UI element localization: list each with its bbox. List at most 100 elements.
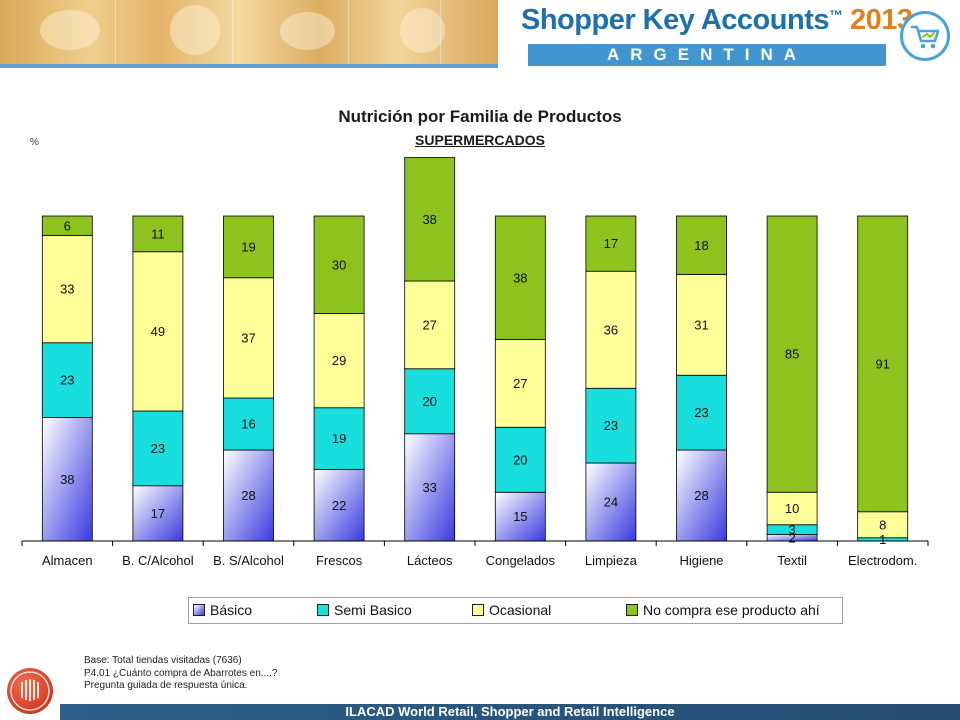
note-question: P4.01 ¿Cuánto compra de Abarrotes en....… — [84, 667, 278, 679]
data-label: 18 — [694, 238, 708, 253]
bar-segment — [41, 342, 93, 418]
bar-segment — [404, 433, 456, 542]
bar-segment — [494, 426, 546, 493]
bar-segment — [857, 215, 909, 513]
country-banner: ARGENTINA — [528, 44, 886, 66]
bar-segment — [313, 313, 365, 409]
bar-segment — [132, 215, 184, 253]
bar-segment — [313, 469, 365, 542]
bar-segment — [676, 274, 727, 376]
data-label: 28 — [241, 488, 255, 503]
bar-segment — [223, 277, 274, 399]
data-label: 11 — [151, 226, 165, 241]
ilacad-seal-icon — [7, 668, 53, 714]
data-label: 19 — [332, 431, 346, 446]
footnotes: Base: Total tiendas visitadas (7636) P4.… — [84, 655, 277, 693]
category-label: Almacen — [42, 553, 93, 568]
legend-swatch-no-compra — [626, 604, 638, 617]
legend-label-ocasional: Ocasional — [489, 602, 552, 618]
data-label: 17 — [604, 236, 618, 251]
bar-segment — [404, 157, 456, 282]
category-label: B. S/Alcohol — [213, 553, 284, 568]
data-label: 38 — [60, 472, 74, 487]
bar-segment — [585, 270, 637, 389]
data-label: 27 — [422, 317, 436, 332]
data-label: 38 — [513, 270, 527, 285]
category-label: B. C/Alcohol — [122, 553, 194, 568]
data-label: 2 — [788, 530, 795, 545]
bar-segment — [41, 215, 93, 236]
chart-title: Nutrición por Familia de Productos — [338, 107, 622, 126]
footer-bar: ILACAD World Retail, Shopper and Retail … — [60, 704, 960, 720]
data-label: 6 — [64, 218, 71, 233]
data-label: 28 — [694, 488, 708, 503]
data-label: 85 — [785, 347, 799, 362]
unit-label: % — [30, 137, 39, 148]
bar-segment — [313, 407, 365, 470]
chart-subtitle: SUPERMERCADOS — [415, 132, 545, 148]
bar-segment — [223, 397, 274, 451]
data-label: 49 — [151, 324, 165, 339]
x-ticks-layer — [21, 541, 929, 546]
bar-segment — [676, 215, 727, 275]
data-label: 15 — [513, 509, 527, 524]
data-label: 16 — [241, 417, 255, 432]
category-label: Higiene — [679, 553, 723, 568]
data-label: 23 — [151, 441, 165, 456]
legend-swatch-semi-basico — [317, 604, 329, 617]
bar-segment — [41, 235, 93, 344]
legend-item-semi-basico: Semi Basico — [317, 602, 412, 618]
legend-swatch-ocasional — [472, 604, 484, 617]
bar-segment — [132, 251, 184, 412]
shopping-cart-logo-icon — [900, 11, 950, 61]
bar-segment — [766, 215, 818, 493]
data-label: 23 — [694, 405, 708, 420]
bar-segment — [766, 491, 818, 526]
data-label: 38 — [422, 212, 436, 227]
data-label: 19 — [241, 239, 255, 254]
data-label: 30 — [332, 257, 346, 272]
legend-item-no-compra: No compra ese producto ahí — [626, 602, 820, 618]
legend-item-ocasional: Ocasional — [472, 602, 551, 618]
bar-segment — [313, 215, 365, 314]
data-label: 31 — [694, 317, 708, 332]
bars-layer — [41, 157, 909, 542]
bar-segment — [132, 485, 184, 542]
footer-text: ILACAD World Retail, Shopper and Retail … — [345, 704, 675, 719]
chart-legend: Básico Semi Basico Ocasional No compra e… — [188, 597, 843, 624]
bar-segment — [494, 491, 546, 542]
category-label: Lácteos — [407, 553, 453, 568]
legend-label-basico: Básico — [210, 602, 253, 618]
brand-main: Shopper Key Accounts — [521, 4, 829, 36]
category-labels-layer: 38 23 33 6 Almacen 17 23 49 11 B. C/Alcohol 28 16 37… — [42, 212, 917, 568]
data-label: 17 — [151, 506, 165, 521]
data-label: 20 — [513, 452, 527, 467]
bar-segment — [223, 449, 274, 542]
data-label: 23 — [604, 418, 618, 433]
header-photo-banner — [0, 0, 498, 68]
brand-tm: ™ — [828, 7, 843, 23]
bar-segment — [494, 339, 546, 428]
bar-segment — [223, 215, 274, 279]
category-label: Limpieza — [585, 553, 638, 568]
header-rule — [0, 64, 498, 68]
bar-segment — [494, 215, 546, 340]
bar-segment — [132, 410, 184, 487]
bar-segment — [404, 368, 456, 435]
note-base: Base: Total tiendas visitadas (7636) — [84, 655, 242, 666]
data-label: 20 — [422, 394, 436, 409]
data-label: 33 — [60, 282, 74, 297]
data-label: 10 — [785, 501, 799, 516]
brand-title: Shopper Key Accounts™ 2013 — [521, 4, 913, 37]
legend-item-basico: Básico — [193, 602, 252, 618]
category-label: Frescos — [316, 553, 363, 568]
bar-segment — [676, 449, 727, 542]
data-label: 22 — [332, 498, 346, 513]
data-label: 27 — [513, 376, 527, 391]
data-label: 37 — [241, 330, 255, 345]
category-label: Textil — [777, 553, 807, 568]
legend-swatch-basico — [193, 604, 205, 617]
legend-label-semi-basico: Semi Basico — [334, 602, 412, 618]
data-label: 91 — [875, 356, 889, 371]
bar-segment — [585, 387, 637, 464]
